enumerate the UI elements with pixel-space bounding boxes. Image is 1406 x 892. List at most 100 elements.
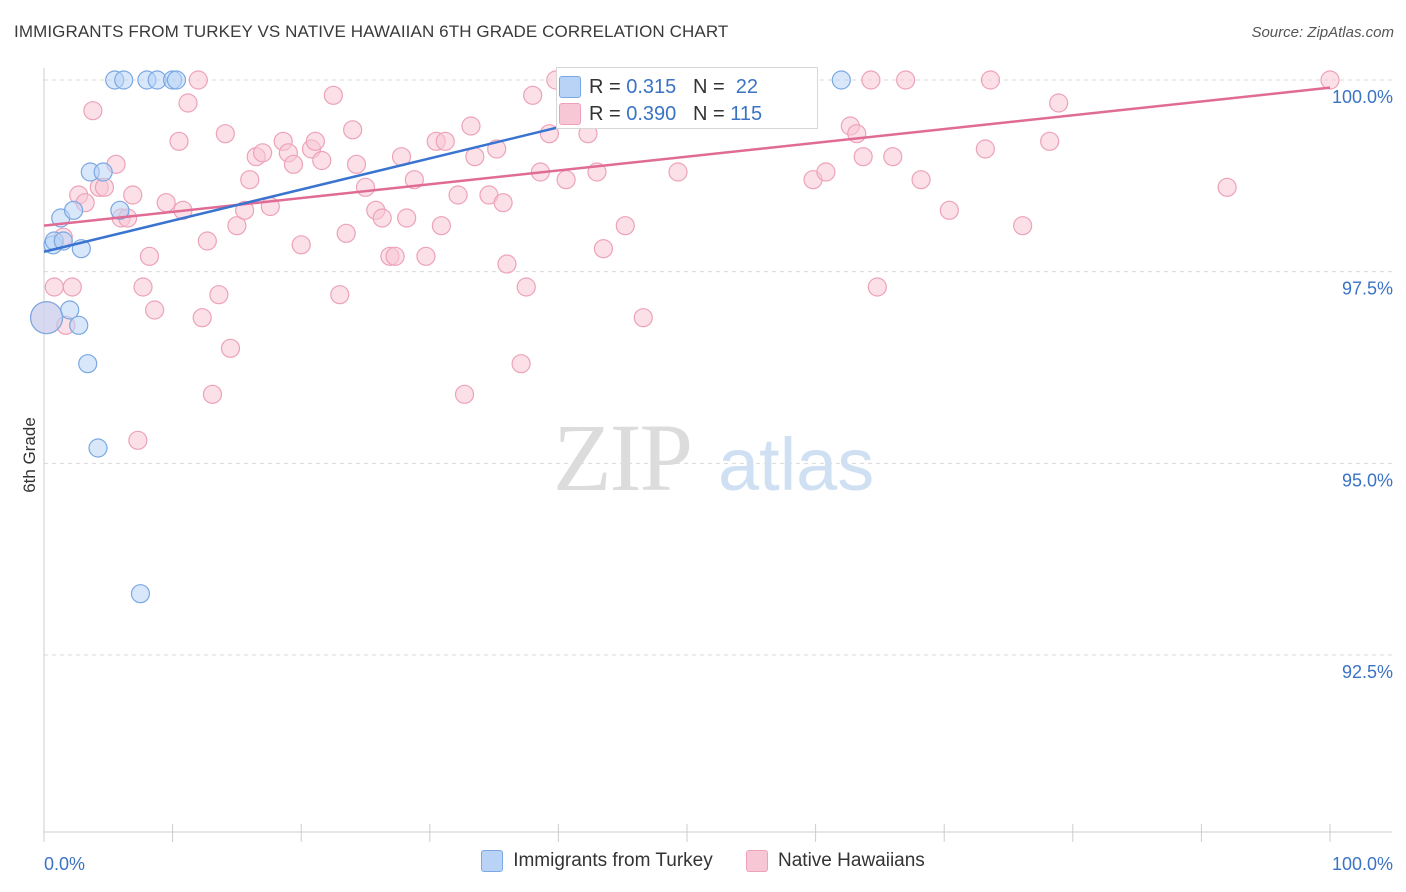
hawaiian-point [516,277,536,297]
hawaiian-point [448,185,468,205]
turkey-point [130,584,151,604]
hawaiian-point [144,300,165,320]
hawaiian-point [197,231,217,251]
turkey-point [63,200,84,220]
stats-n-value: 115 [730,102,763,125]
hawaiian-point [133,277,153,297]
stats-box: R = 0.315 N = 22 R = 0.390 N = 115 [556,67,818,129]
stats-r-label: R = [589,102,621,125]
hawaiian-point [493,193,513,213]
hawaiian-point [431,216,451,236]
turkey-point [93,162,113,182]
stats-r-value: 0.390 [626,102,677,125]
legend-label-hawaiian: Native Hawaiians [778,850,925,871]
stats-swatch-turkey [559,76,581,98]
hawaiian-point [980,70,1001,90]
hawaiian-point [556,170,576,190]
turkey-point [88,438,108,458]
legend-item-turkey[interactable]: Immigrants from Turkey [481,850,713,872]
hawaiian-point [169,131,189,151]
hawaiian-point [1040,131,1060,151]
hawaiian-point [253,143,273,163]
hawaiian-point [668,162,688,182]
hawaiian-point [323,85,343,105]
x-tick-label: 0.0% [44,854,85,874]
hawaiian-point [215,124,235,144]
hawaiian-point [975,139,995,159]
hawaiian-point [188,70,208,90]
hawaiian-trendline [43,86,1331,227]
hawaiian-point [178,93,198,113]
hawaiian-point [156,193,176,213]
hawaiian-point [416,246,436,266]
hawaiian-point [633,308,653,328]
turkey-point [110,200,130,220]
hawaiian-point [220,338,241,358]
legend-swatch-turkey [481,850,504,872]
hawaiian-point [853,147,873,167]
hawaiian-point [343,120,363,140]
stats-n-label: N = [692,75,725,98]
turkey-point [831,70,851,90]
turkey-point [29,301,64,335]
stats-row-turkey: R = 0.315 N = 22 [559,74,758,100]
hawaiian-point [355,177,376,197]
hawaiian-point [209,285,229,305]
hawaiian-point [1217,177,1237,197]
watermark-zip: ZIP [553,404,691,511]
hawaiian-point [461,116,481,136]
source-label: Source: ZipAtlas.com [1251,24,1394,41]
hawaiian-point [83,101,103,121]
hawaiian-point [911,170,931,190]
hawaiian-point [312,150,332,171]
x-tick-label: 100.0% [1332,854,1393,874]
stats-n-value: 22 [735,75,759,98]
hawaiian-point [896,70,916,90]
hawaiian-point [454,384,475,404]
turkey-point [78,354,98,374]
turkey-point [166,70,187,90]
hawaiian-point [372,208,392,228]
legend-label-turkey: Immigrants from Turkey [513,850,713,871]
hawaiian-point [593,239,614,259]
hawaiian-point [1320,70,1340,90]
hawaiian-point [283,154,304,174]
hawaiian-point [816,162,836,182]
y-tick-label: 92.5% [1342,662,1393,682]
hawaiian-point [867,277,887,297]
hawaiian-point [939,200,959,220]
hawaiian-point [497,254,517,274]
hawaiian-point [330,285,350,305]
watermark-atlas: atlas [718,423,874,506]
hawaiian-point [336,223,356,243]
hawaiian-point [139,246,160,266]
stats-r-label: R = [589,75,621,98]
hawaiian-point [1013,216,1033,236]
hawaiian-point [397,208,417,228]
stats-r-value: 0.315 [626,75,677,98]
hawaiian-point [511,354,531,374]
legend-swatch-hawaiian [746,850,769,872]
stats-n-label: N = [692,102,725,125]
chart-title: IMMIGRANTS FROM TURKEY VS NATIVE HAWAIIA… [14,22,729,41]
hawaiian-point [128,430,148,450]
hawaiian-point [385,246,405,266]
stats-swatch-hawaiian [559,103,581,125]
hawaiian-point [861,70,881,90]
hawaiian-point [192,308,212,328]
hawaiian-point [240,170,260,190]
y-tick-label: 97.5% [1342,279,1393,299]
hawaiian-point [123,185,143,205]
hawaiian-point [305,131,325,151]
hawaiian-point [883,147,903,167]
turkey-point [114,70,134,90]
hawaiian-point [62,277,82,297]
stats-row-hawaiian: R = 0.390 N = 115 [559,101,762,127]
hawaiian-point [44,277,64,297]
hawaiian-point [346,154,367,174]
hawaiian-point [523,85,543,105]
hawaiian-point [202,384,223,404]
hawaiian-point [1049,93,1069,113]
legend-item-hawaiian[interactable]: Native Hawaiians [746,850,925,872]
